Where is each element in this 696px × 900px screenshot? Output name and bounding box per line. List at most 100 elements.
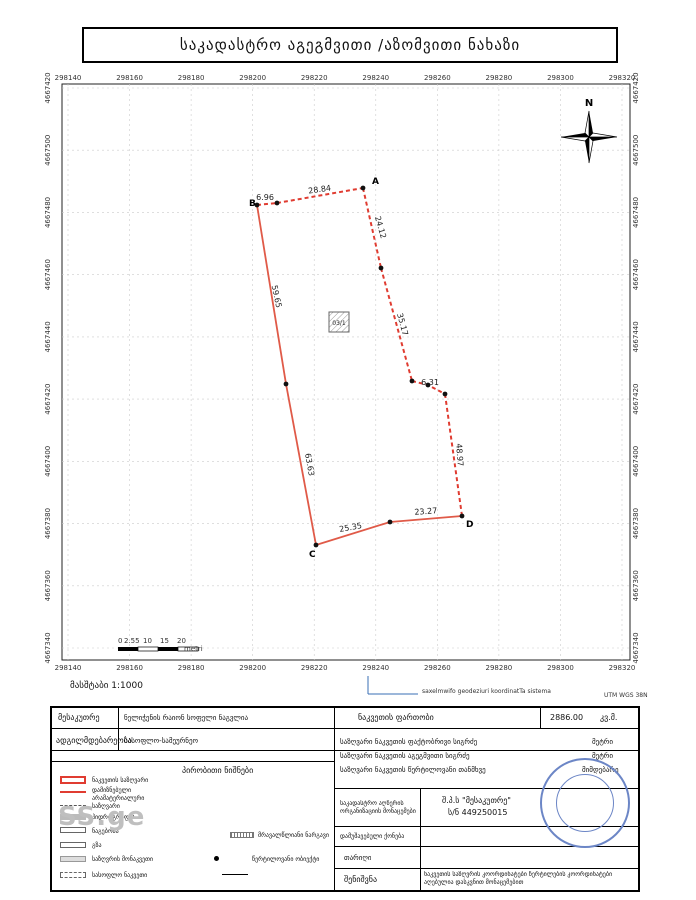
legend-item: გზა bbox=[92, 842, 102, 849]
scale-bar-label: 0 bbox=[118, 637, 122, 645]
org-name: შ.პ.ს "მესაკუთრე" bbox=[442, 796, 511, 805]
parcel-tag: 03/1 bbox=[328, 311, 350, 333]
border-survey-unit: მეტრი bbox=[592, 752, 613, 760]
scale-bar: 0 2.55 10 15 20 metri bbox=[118, 637, 203, 653]
area-label: ნაკვეთის ფართობი bbox=[358, 713, 434, 722]
x-tick-label-bottom: 298200 bbox=[239, 664, 266, 672]
coordinate-marker bbox=[367, 676, 418, 695]
x-tick-label-top: 298220 bbox=[301, 74, 328, 82]
north-label: N bbox=[585, 98, 593, 109]
legend-title: პირობითი ნიშნები bbox=[182, 766, 254, 775]
y-tick-label-right: 4667380 bbox=[632, 508, 640, 539]
y-tick-label-right: 4667340 bbox=[632, 632, 640, 663]
y-tick-label-left: 4667360 bbox=[44, 570, 52, 601]
parcel-boundary-segment bbox=[285, 383, 317, 546]
legend-swatch-parcel bbox=[60, 776, 86, 784]
legend-swatch-segment bbox=[60, 856, 86, 862]
owner-label: მესაკუთრე bbox=[58, 713, 100, 722]
x-tick-label-top: 298180 bbox=[178, 74, 205, 82]
parcel-boundary-segment bbox=[276, 187, 364, 204]
watermark: SS.ge bbox=[58, 802, 146, 832]
legend-item: არამატერიალური bbox=[92, 795, 145, 802]
x-tick-label-bottom: 298320 bbox=[609, 664, 636, 672]
border-survey-length: საზღვარი ნაკვეთის აგეგმვითი სიგრძე bbox=[340, 752, 470, 760]
y-tick-label-left: 4667420 bbox=[44, 384, 52, 415]
boundary-vertex bbox=[378, 265, 384, 271]
scale-bar-label: 20 bbox=[177, 637, 186, 645]
parcel-layer: 6.9628.8424.1235.176.3148.9723.2725.3563… bbox=[249, 177, 473, 560]
official-stamp bbox=[540, 758, 630, 848]
x-tick-label-bottom: 298300 bbox=[547, 664, 574, 672]
cadastral-map: 298140 298140 298160 298160 298180 298180 2982… bbox=[44, 72, 640, 695]
boundary-vertex bbox=[425, 382, 431, 388]
parcel-boundary-segment bbox=[389, 515, 463, 523]
segment-length-label: 28.84 bbox=[308, 183, 332, 195]
boundary-vertex bbox=[313, 542, 319, 548]
segment-length-label: 6.96 bbox=[256, 193, 274, 202]
y-tick-label-right: 4667400 bbox=[632, 446, 640, 477]
scale-bar-label: 10 bbox=[143, 637, 152, 645]
area-value: 2886.00 bbox=[550, 713, 584, 722]
x-tick-label-top: 298200 bbox=[239, 74, 266, 82]
location-label: ადგილმდებარეობა bbox=[56, 736, 132, 745]
document-title-text: საკადასტრო აგეგმვითი /აზომვითი ნახაზი bbox=[179, 36, 521, 54]
boundary-vertex bbox=[254, 202, 260, 208]
parcel-boundary-segment bbox=[315, 521, 391, 546]
legend-swatch-rural bbox=[60, 872, 86, 878]
border-point-match: საზღვარი ნაკვეთის წერტილოვანი თანმხვე bbox=[340, 766, 486, 774]
x-tick-label-top: 298300 bbox=[547, 74, 574, 82]
boundary-vertex bbox=[459, 513, 465, 519]
legend-item: დამიზნებული bbox=[92, 787, 132, 794]
boundary-vertex bbox=[283, 381, 289, 387]
x-tick-label-bottom: 298160 bbox=[116, 664, 143, 672]
corner-point-label: D bbox=[466, 520, 473, 530]
segment-length-label: 63.63 bbox=[303, 453, 316, 477]
y-tick-label-right: 4667480 bbox=[632, 197, 640, 228]
boundary-vertex bbox=[274, 200, 280, 206]
legend-swatch-dashed bbox=[60, 805, 86, 806]
x-tick-label-top: 298160 bbox=[116, 74, 143, 82]
x-tick-label-top: 298280 bbox=[486, 74, 513, 82]
org-code: ს/ნ 449250015 bbox=[448, 808, 508, 817]
owner-value: ნელიჭენის რაიონ სოფელი ნაგვლია bbox=[124, 714, 249, 722]
north-arrow-icon bbox=[560, 110, 618, 164]
parcel-boundary-segment bbox=[256, 204, 287, 385]
info-table: მესაკუთრე ნელიჭენის რაიონ სოფელი ნაგვლია… bbox=[50, 706, 640, 892]
boundary-vertex bbox=[360, 185, 366, 191]
note-label: შენიშვნა bbox=[344, 875, 378, 884]
x-tick-label-top: 298140 bbox=[55, 74, 82, 82]
prepared-label: დამუშავებული ქონება bbox=[340, 833, 405, 840]
area-unit: კვ.მ. bbox=[600, 713, 618, 722]
scale-bar-label: 15 bbox=[160, 637, 169, 645]
y-tick-label-left: 4667340 bbox=[44, 632, 52, 663]
org-label: საკადასტრო აღწერის ორგანიზაციის მონაცემე… bbox=[340, 800, 416, 815]
corner-point-label: C bbox=[309, 550, 316, 560]
y-tick-label-left: 4667480 bbox=[44, 197, 52, 228]
boundary-vertex bbox=[387, 519, 393, 525]
segment-length-label: 23.27 bbox=[414, 506, 437, 517]
legend-item: მრავალწლიანი ნარგავი bbox=[258, 832, 329, 839]
location-value: სასოფლო-სამეურნეო bbox=[124, 737, 198, 745]
border-actual-unit: მეტრი bbox=[592, 738, 613, 746]
corner-point-label: B bbox=[249, 199, 256, 209]
legend-point-icon bbox=[214, 856, 219, 861]
x-tick-label-top: 298260 bbox=[424, 74, 451, 82]
parcel-tag-label: 03/1 bbox=[332, 320, 346, 327]
scale-bar-unit: metri bbox=[184, 645, 203, 653]
x-tick-label-bottom: 298280 bbox=[486, 664, 513, 672]
y-tick-label-left: 4667500 bbox=[44, 135, 52, 166]
legend-item: ნაკვეთის საზღვარი bbox=[92, 777, 149, 784]
y-tick-label-left: 4667460 bbox=[44, 259, 52, 290]
map-frame bbox=[61, 83, 631, 661]
y-tick-label-left: 4667440 bbox=[44, 321, 52, 352]
segment-length-label: 25.35 bbox=[339, 521, 363, 534]
grid-layer bbox=[62, 84, 630, 660]
segment-length-label: 48.97 bbox=[454, 443, 465, 466]
legend-item: წერტილოვანი ობიექტი bbox=[252, 856, 320, 863]
legend-swatch-perennial bbox=[230, 832, 254, 838]
legend-item: ჰიდროგრაფია bbox=[92, 814, 135, 821]
y-tick-label-right: 4667500 bbox=[632, 135, 640, 166]
legend-item: საზღვარი bbox=[92, 803, 120, 810]
x-tick-label-bottom: 298240 bbox=[362, 664, 389, 672]
scale-bar-label: 2.55 bbox=[124, 637, 140, 645]
